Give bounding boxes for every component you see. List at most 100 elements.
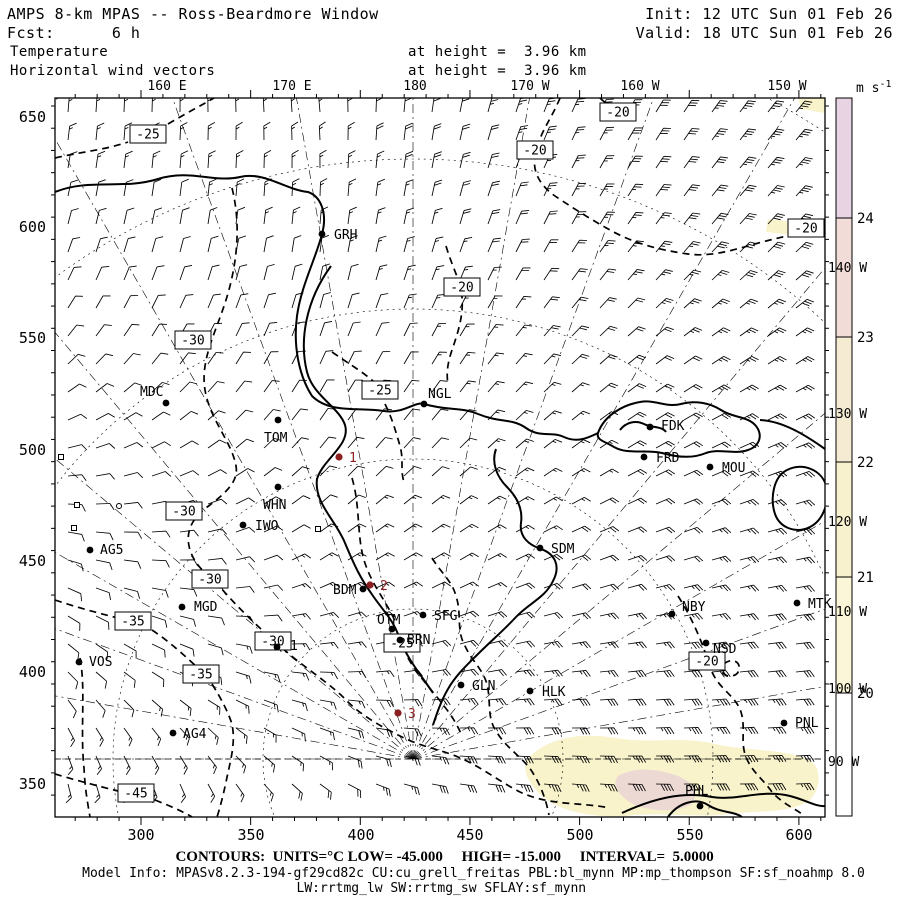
variable-1-level: at height = 3.96 km [408, 44, 587, 60]
station-WHN: WHN [263, 483, 286, 513]
svg-text:AG4: AG4 [183, 727, 207, 742]
station-HLK: HLK [526, 685, 566, 700]
svg-text:HLK: HLK [542, 685, 566, 700]
x-axis-label: 500 [566, 826, 593, 844]
y-axis-label: 400 [19, 663, 46, 681]
x-axis-label: 550 [676, 826, 703, 844]
svg-text:-25: -25 [390, 637, 413, 652]
longitude-label-top: 160 E [147, 79, 186, 94]
init-time: Init: 12 UTC Sun 01 Feb 26 [645, 5, 893, 23]
station-BRN: BRN [396, 633, 430, 648]
svg-text:NGL: NGL [428, 387, 452, 402]
svg-text:GRH: GRH [334, 228, 357, 243]
svg-text:FDK: FDK [661, 419, 685, 434]
y-axis-label: 500 [19, 441, 46, 459]
svg-text:IWO: IWO [255, 519, 279, 534]
station-1: 1 [273, 639, 298, 654]
svg-text:1: 1 [349, 451, 357, 466]
colorbar-tick: 24 [857, 211, 874, 227]
station-MTK: MTK [793, 597, 832, 612]
svg-text:2: 2 [380, 579, 388, 594]
svg-text:-20: -20 [450, 281, 473, 296]
svg-text:-20: -20 [523, 144, 546, 159]
red-site-3: 3 [394, 707, 416, 722]
longitude-label-top: 170 E [272, 79, 311, 94]
red-site-2: 2 [366, 579, 388, 594]
x-axis-label: 300 [127, 826, 154, 844]
station-SDM: SDM [536, 542, 575, 557]
longitude-label-top: 170 W [510, 79, 549, 94]
svg-text:-45: -45 [124, 787, 147, 802]
contour-label-box: -25 [361, 380, 399, 400]
longitude-label-right: 120 W [828, 515, 867, 530]
svg-text:-30: -30 [172, 505, 195, 520]
svg-text:BDM: BDM [333, 583, 357, 598]
stations: GRH MDC TOM NGL FDK FRD MOU WHN IWO AG5 SDM MGD BDM O… [75, 228, 832, 810]
svg-text:SDM: SDM [551, 542, 575, 557]
svg-text:-20: -20 [794, 222, 817, 237]
contour-label-box: -20 [516, 140, 554, 160]
y-axis-label: 450 [19, 552, 46, 570]
station-BDM: BDM [333, 583, 367, 598]
variable-2-level: at height = 3.96 km [408, 63, 587, 79]
svg-text:WHN: WHN [263, 498, 286, 513]
station-MGD: MGD [178, 600, 218, 615]
longitude-label-right: 90 W [828, 755, 859, 770]
contour-label-box: -30 [191, 569, 229, 589]
red-site-1: 1 [335, 451, 357, 466]
forecast-hour: Fcst: 6 h [7, 24, 141, 42]
longitude-label-top: 150 W [767, 79, 806, 94]
longitude-label-right: 130 W [828, 407, 867, 422]
contour-label-box: -30 [254, 631, 292, 651]
station-PNL: PNL [780, 716, 819, 731]
svg-text:MTK: MTK [808, 597, 832, 612]
svg-text:-20: -20 [695, 655, 718, 670]
station-PHL: PHL [685, 784, 709, 810]
svg-text:MGD: MGD [194, 600, 218, 615]
svg-text:FRD: FRD [656, 451, 680, 466]
svg-text:PHL: PHL [685, 784, 709, 799]
svg-text:NSD: NSD [713, 642, 737, 657]
model-info-line: Model Info: MPASv8.2.3-194-gf29cd82c CU:… [82, 866, 865, 881]
contours-info-line: CONTOURS: UNITS=°C LOW= -45.000 HIGH= -1… [175, 849, 714, 865]
contour-label-box: -20 [688, 651, 726, 671]
colorbar-tick: 23 [857, 330, 874, 346]
svg-text:SFG: SFG [434, 609, 458, 624]
svg-text:MDC: MDC [140, 385, 163, 400]
svg-text:-35: -35 [121, 615, 144, 630]
coastline [55, 174, 825, 817]
colorbar-tick: 22 [857, 455, 874, 471]
red-numbered-sites: 1 2 3 [335, 451, 416, 722]
contour-label-box: -20 [443, 277, 481, 297]
contour-labels: -25 -20 -20 -20 -20 -30 -25 -30 -30 -35 -30 -25 -35 -… [114, 102, 825, 803]
chart-title: AMPS 8-km MPAS -- Ross-Beardmore Window [7, 5, 379, 23]
y-axis-label: 550 [19, 329, 46, 347]
x-axis-label: 350 [237, 826, 264, 844]
contour-label-box: -25 [383, 633, 421, 653]
svg-text:-20: -20 [606, 106, 629, 121]
station-IWO: IWO [239, 519, 279, 534]
x-axis-label: 600 [785, 826, 812, 844]
colorbar-units: m s-1 [856, 79, 892, 96]
station-NGL: NGL [420, 387, 452, 408]
contour-label-box: -20 [787, 218, 825, 238]
svg-text:-25: -25 [368, 384, 391, 399]
longitude-label-right: 140 W [828, 261, 867, 276]
svg-text:-30: -30 [181, 334, 204, 349]
contour-label-box: -30 [174, 330, 212, 350]
svg-text:TOM: TOM [264, 431, 288, 446]
svg-text:NBY: NBY [682, 600, 706, 615]
axes: 300 350 400 450 500 550 600 650 600 550 500 450 400 3… [19, 79, 829, 844]
valid-time: Valid: 18 UTC Sun 01 Feb 26 [635, 24, 893, 42]
station-NBY: NBY [668, 600, 706, 618]
station-AG5: AG5 [86, 543, 123, 558]
y-axis-label: 650 [19, 108, 46, 126]
variable-2-label: Horizontal wind vectors [10, 63, 216, 79]
svg-text:-30: -30 [261, 635, 284, 650]
station-FRD: FRD [640, 451, 680, 466]
svg-text:VOS: VOS [89, 655, 112, 670]
station-MDC: MDC [140, 385, 170, 407]
colorbar-tick: 21 [857, 570, 874, 586]
